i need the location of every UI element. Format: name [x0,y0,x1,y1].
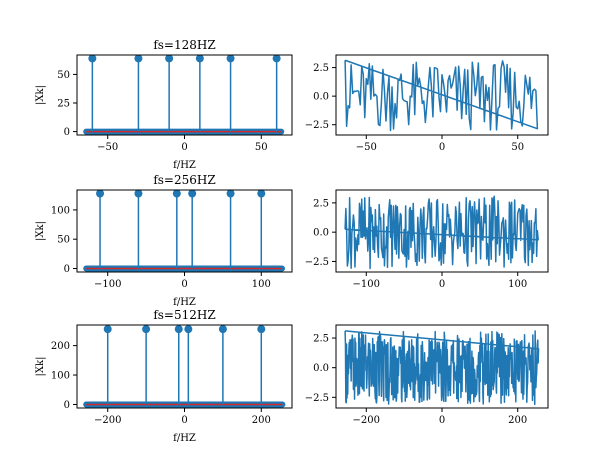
x-tick-label: −100 [353,279,380,290]
x-tick-label: −50 [97,142,118,153]
y-tick-label: 100 [51,205,70,216]
y-tick-label: −2.5 [305,120,329,131]
stem-marker-0 [88,55,97,63]
stem-marker-4 [226,55,235,63]
x-tick-label: 0 [439,142,445,153]
phase-series-line [344,330,540,406]
x-tick-label: 0 [439,415,445,426]
stem-marker-2 [174,325,183,334]
plot-area [83,190,286,272]
plot-area [344,330,540,406]
stem-marker-4 [226,190,235,198]
y-tick-label: 2.5 [313,334,329,345]
y-tick-label: −2.5 [305,393,329,404]
phase-series-line [344,195,539,270]
stem-marker-3 [195,55,204,63]
y-tick-label: 100 [51,371,70,382]
plot-area [83,55,285,135]
x-tick-label: −200 [94,415,121,426]
y-tick-label: 2.5 [313,63,329,74]
stem-marker-2 [165,55,174,63]
plot-area [83,325,286,408]
y-tick-label: 0.0 [313,363,329,374]
x-tick-label: 100 [252,279,271,290]
stem-marker-4 [218,325,227,334]
plot-area [344,195,539,270]
stem-marker-3 [188,190,197,198]
y-tick-label: 25 [57,99,70,110]
phase-series-line [344,59,539,132]
panel-stem-fs128: −50 0 50 0 25 50 fs=128HZ f/HZ |Xk| [35,38,293,171]
x-tick-label: 0 [181,279,187,290]
y-tick-label: 0 [64,400,70,411]
panel-line-fs256: −100 0 100 −2.5 0.0 2.5 [305,189,549,290]
plot-area [344,59,539,132]
y-tick-label: 200 [51,341,70,352]
panel-stem-fs512: −200 0 200 0 100 200 fs=512HZ f/HZ |Xk| [35,308,293,444]
axes-frame [76,189,293,273]
x-tick-label: 0 [439,279,445,290]
y-axis-label: |Xk| [35,85,46,105]
panel-title: fs=128HZ [153,38,215,52]
stem-marker-3 [184,325,193,334]
x-axis-label: f/HZ [173,433,196,444]
panel-title: fs=256HZ [153,173,215,187]
x-tick-label: −200 [353,415,380,426]
stem-marker-5 [257,325,266,334]
axes-frame [76,54,293,136]
y-tick-label: 0.0 [313,92,329,103]
x-tick-label: 0 [181,142,187,153]
x-tick-label: 100 [508,279,527,290]
x-tick-label: 200 [508,415,527,426]
panel-stem-fs256: −100 0 100 0 50 100 fs=256HZ f/HZ |Xk| [35,173,293,308]
y-tick-label: 0 [64,127,70,138]
y-tick-label: −2.5 [305,257,329,268]
y-axis-label: |Xk| [35,221,46,241]
stem-marker-1 [134,190,143,198]
stem-marker-0 [96,190,105,198]
panel-line-fs512: −200 0 200 −2.5 0.0 2.5 [305,324,549,426]
x-axis-label: f/HZ [173,160,196,171]
stem-marker-2 [172,190,181,198]
y-tick-label: 50 [57,70,70,81]
x-tick-label: 200 [252,415,271,426]
y-tick-label: 0 [64,264,70,275]
x-tick-label: 50 [511,142,524,153]
stem-marker-5 [272,55,281,63]
panel-title: fs=512HZ [153,308,215,322]
zero-marker [279,265,286,272]
x-tick-label: 50 [255,142,268,153]
y-tick-label: 2.5 [313,198,329,209]
x-tick-label: 0 [181,415,187,426]
y-axis-label: |Xk| [35,357,46,377]
panel-line-fs128: −50 0 50 −2.5 0.0 2.5 [305,54,549,153]
stem-marker-1 [134,55,143,63]
axes-frame [76,324,293,409]
stem-marker-1 [142,325,151,334]
stem-marker-0 [103,325,112,334]
stem-marker-5 [257,190,266,198]
y-tick-label: 50 [57,235,70,246]
x-axis-label: f/HZ [173,297,196,308]
x-tick-label: −50 [356,142,377,153]
y-tick-label: 0.0 [313,228,329,239]
x-tick-label: −100 [94,279,121,290]
